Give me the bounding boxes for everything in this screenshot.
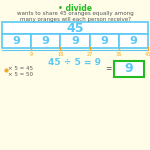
Text: 9: 9: [42, 36, 50, 46]
Text: =: =: [106, 64, 112, 74]
Text: 9: 9: [100, 36, 108, 46]
Text: 36: 36: [116, 51, 122, 57]
Text: 45: 45: [66, 21, 84, 34]
Bar: [90, 34, 119, 48]
Bar: [31, 34, 60, 48]
Bar: [114, 61, 144, 77]
Text: 27: 27: [86, 51, 93, 57]
Bar: [2, 22, 148, 34]
Text: wants to share 45 oranges equally among: wants to share 45 oranges equally among: [17, 11, 133, 16]
Text: • divide: • divide: [58, 4, 92, 13]
Text: 45: 45: [145, 51, 150, 57]
Text: × 5 = 50: × 5 = 50: [8, 72, 33, 77]
Text: 18: 18: [57, 51, 64, 57]
Text: 9: 9: [125, 63, 133, 75]
Text: 45 ÷ 5 = 9: 45 ÷ 5 = 9: [48, 58, 102, 67]
Bar: [2, 34, 31, 48]
Text: 9: 9: [13, 36, 21, 46]
Text: 9: 9: [30, 51, 33, 57]
Text: 9: 9: [129, 36, 137, 46]
Text: many oranges will each person receive?: many oranges will each person receive?: [20, 17, 130, 22]
Text: 9: 9: [71, 36, 79, 46]
Bar: [119, 34, 148, 48]
Bar: [60, 34, 90, 48]
Text: × 5 = 45: × 5 = 45: [8, 66, 33, 71]
